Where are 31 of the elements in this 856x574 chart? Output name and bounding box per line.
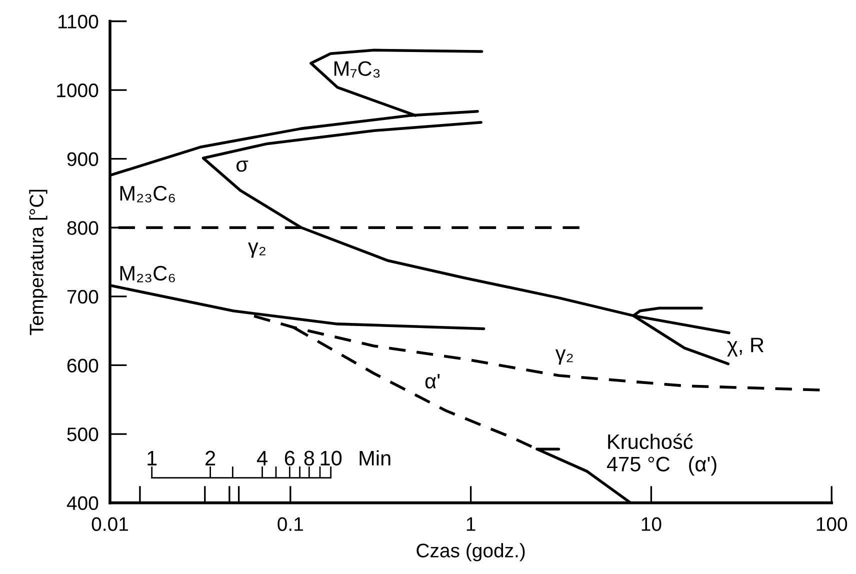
- annotation: Kruchość 475 °C (α'): [606, 433, 716, 476]
- y-tick-label: 1000: [57, 84, 98, 98]
- y-tick-label: 900: [67, 152, 98, 166]
- annotation: 1: [148, 451, 157, 466]
- y-tick-label: 500: [67, 427, 98, 442]
- x-tick-label: 100: [816, 517, 848, 531]
- annotation: Min: [360, 450, 390, 466]
- y-tick-label: 800: [67, 221, 98, 235]
- y-tick-label: 700: [67, 290, 98, 304]
- annotation: M₇C₃: [334, 61, 380, 78]
- x-tick-label: 1: [466, 517, 476, 531]
- annotation: 8: [304, 450, 314, 466]
- y-tick-label: 400: [66, 496, 98, 510]
- annotation: 4: [256, 451, 268, 466]
- y-tick-label: 600: [67, 358, 98, 372]
- annotation: γ₂: [555, 349, 573, 365]
- annotation: 2: [206, 450, 216, 466]
- x-tick-label: 10: [642, 517, 662, 531]
- annotation: M₂₃C₆: [120, 266, 175, 282]
- x-tick-label: 0.1: [278, 517, 303, 531]
- annotation: χ, R: [727, 338, 764, 356]
- annotation: M₂₃C₆: [120, 186, 175, 202]
- y-tick-label: 1100: [58, 14, 98, 28]
- annotation: γ₂: [248, 242, 266, 258]
- annotation: σ: [236, 160, 248, 172]
- x-axis-title: Czas (godz.): [416, 543, 525, 562]
- annotation: 6: [284, 450, 295, 466]
- annotation: 10: [320, 450, 342, 466]
- x-tick-label: 0.01: [92, 517, 128, 531]
- annotation: α': [425, 374, 440, 388]
- y-axis-title: Temperatura [°C]: [29, 190, 48, 336]
